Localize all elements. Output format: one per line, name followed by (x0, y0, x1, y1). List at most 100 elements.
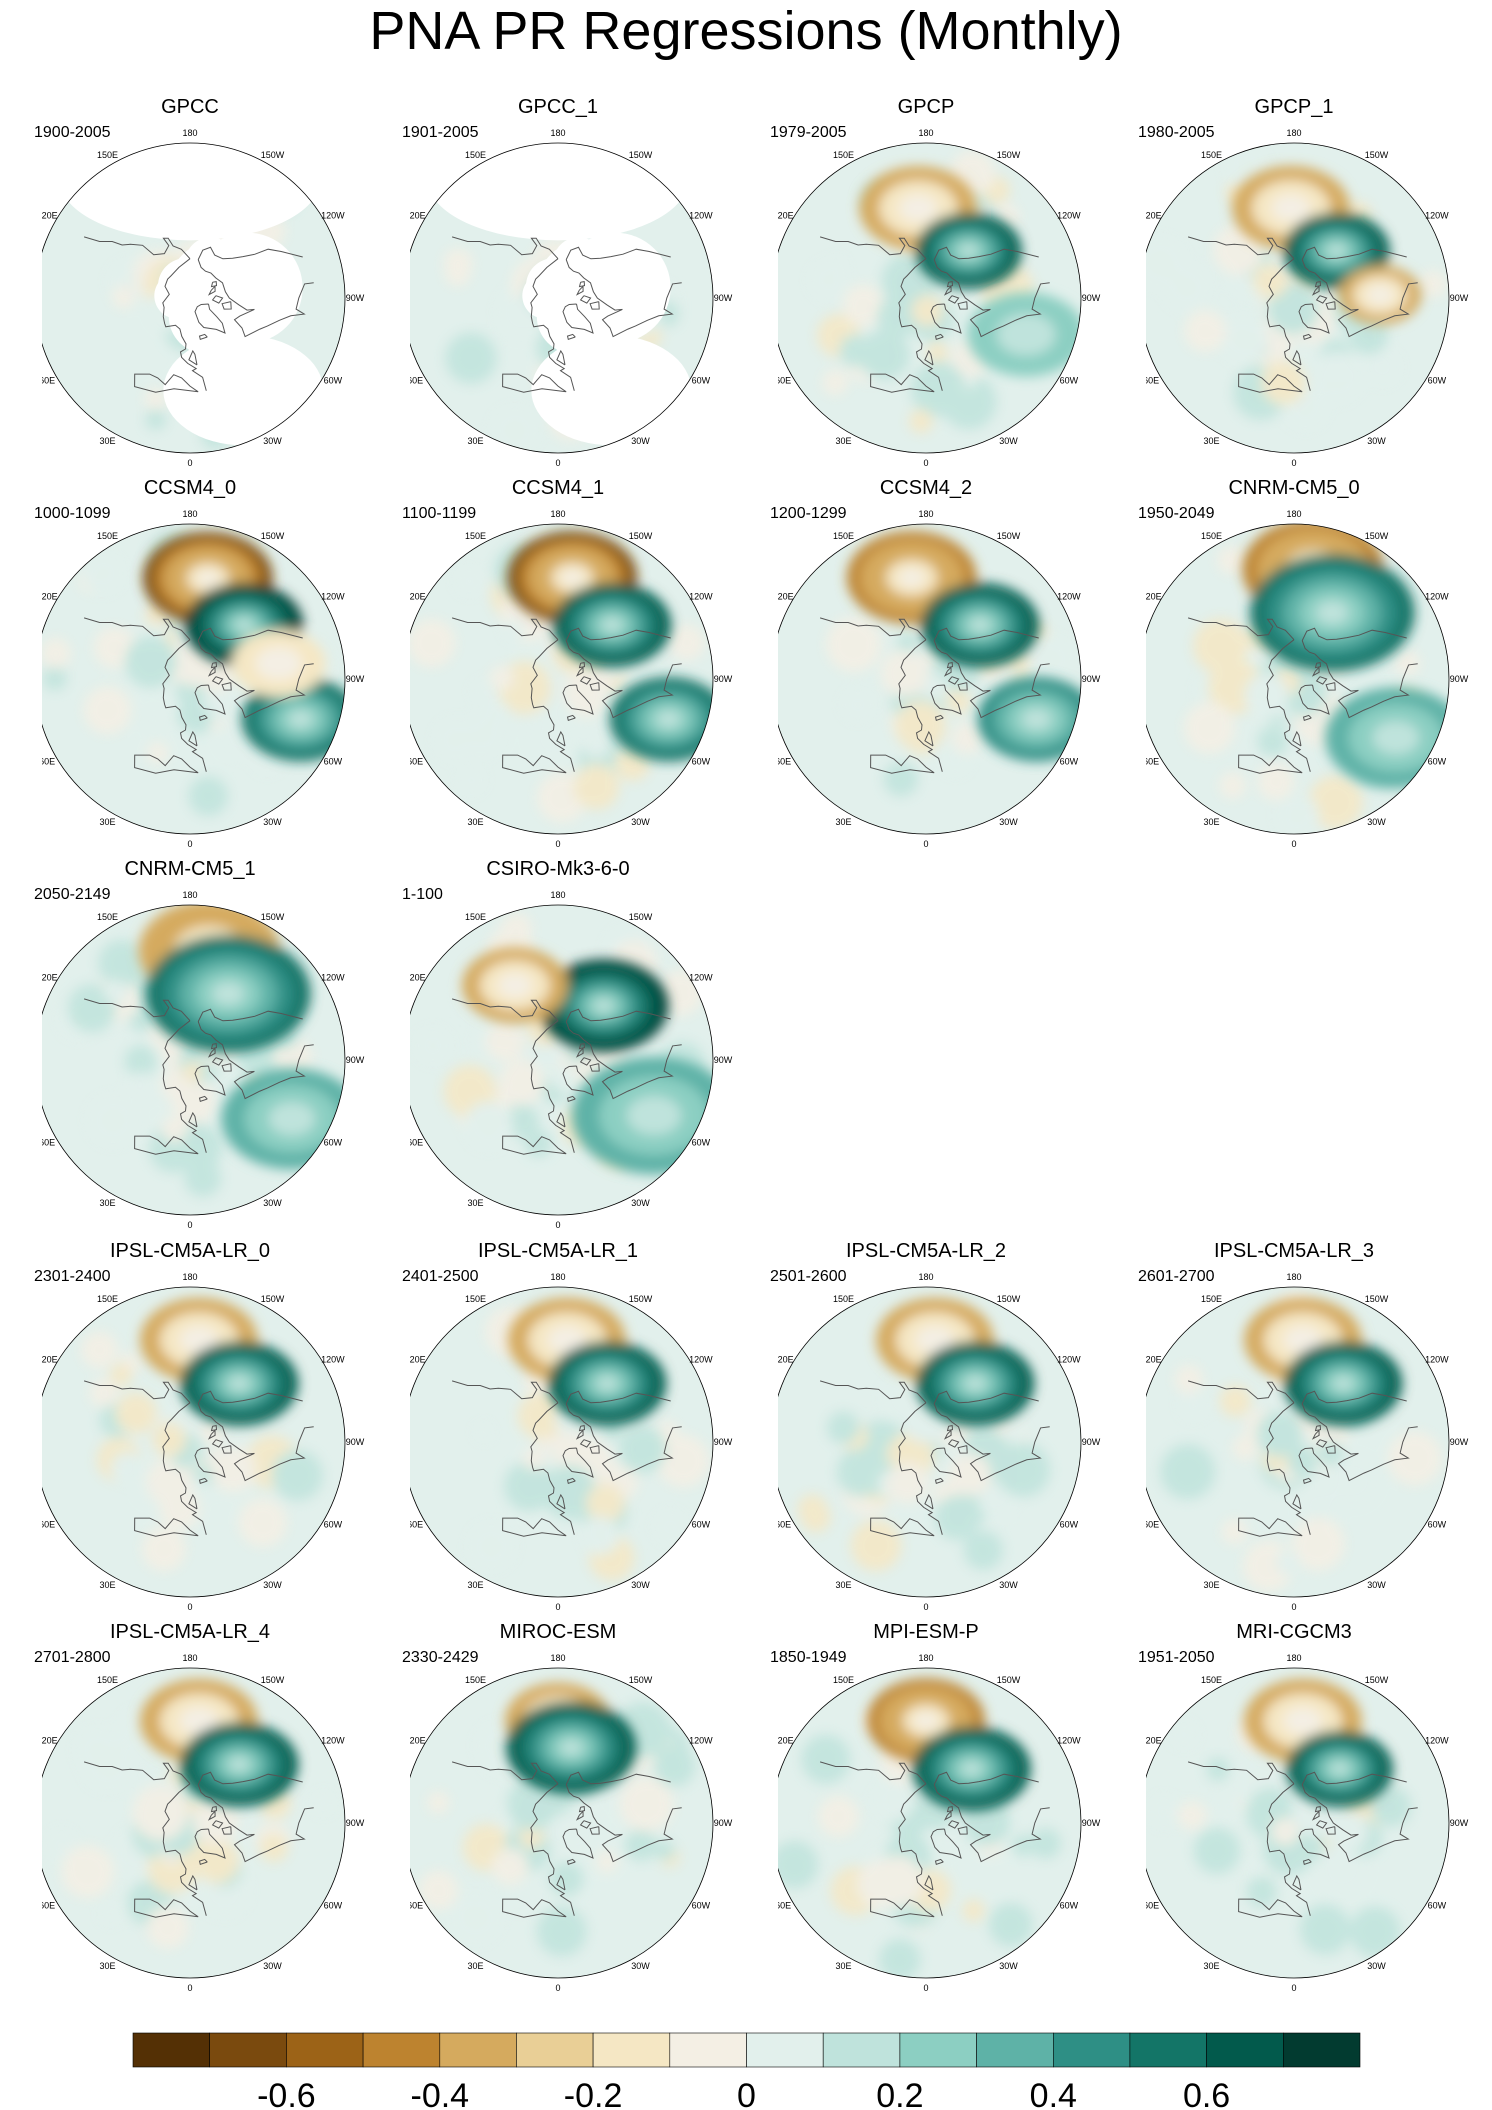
coastline (930, 303, 962, 334)
longitude-label: 120E (410, 1355, 426, 1365)
missing-data-mask (428, 143, 692, 446)
missing-region (553, 237, 604, 288)
coastline (83, 998, 191, 1022)
longitude-label: 0 (1291, 839, 1296, 849)
field-blob (1012, 1834, 1035, 1857)
anomaly-contour (197, 570, 219, 586)
coastline (1315, 295, 1328, 304)
field-blob (909, 409, 933, 434)
longitude-label: 150E (97, 912, 118, 922)
longitude-label: 150E (465, 150, 486, 160)
field-blob (146, 1906, 190, 1949)
map-panel: 180150E120E90E60E30E030W60W90W120W150WGP… (1138, 96, 1486, 486)
field-blob (1160, 1444, 1216, 1500)
coastline (530, 1402, 575, 1535)
field-blob (825, 616, 882, 673)
coastline (946, 1806, 954, 1813)
field-blob (619, 1425, 667, 1473)
field-blob (1370, 1786, 1412, 1827)
field-blob (463, 1101, 514, 1151)
coastline (1325, 1826, 1336, 1835)
coastline (1315, 1439, 1328, 1448)
coastline (1238, 754, 1303, 774)
anomaly-contour (255, 646, 303, 681)
field-blob (310, 1790, 336, 1816)
longitude-label: 150W (261, 531, 285, 541)
longitude-label: 180 (1286, 509, 1301, 519)
coastline (565, 1021, 682, 1100)
field-blob (1219, 1385, 1252, 1417)
field-blob (413, 1026, 452, 1065)
coastline (933, 1390, 1039, 1404)
colorbar-swatch (439, 2032, 517, 2068)
colorbar-swatch (1206, 2032, 1284, 2068)
longitude-label: 150E (833, 531, 854, 541)
anomaly-contour (497, 972, 533, 998)
longitude-label: 30E (1203, 817, 1219, 827)
coastline (933, 640, 1050, 719)
longitude-label: 150W (997, 150, 1021, 160)
map-boundary (410, 1667, 714, 1979)
field-blob (962, 1899, 985, 1922)
panel-title: GPCC (161, 96, 219, 118)
longitude-label: 0 (555, 1983, 560, 1993)
field-blob (82, 552, 125, 595)
coastline (211, 1820, 224, 1829)
longitude-label: 30E (835, 1961, 851, 1971)
coastline (1298, 1828, 1330, 1859)
longitude-label: 60E (778, 757, 791, 767)
panel-title: GPCP (897, 96, 955, 118)
longitude-label: 120W (1425, 592, 1449, 602)
anomaly-contour (229, 1376, 249, 1391)
longitude-label: 60W (324, 1520, 343, 1530)
coastline (1298, 684, 1330, 715)
colorbar-tick-label: -0.6 (257, 2077, 316, 2110)
longitude-label: 0 (555, 1602, 560, 1612)
anomaly-contour (970, 617, 990, 632)
longitude-label: 150E (1201, 150, 1222, 160)
field-blob (895, 700, 946, 752)
panel-title: IPSL-CM5A-LR_1 (477, 1240, 639, 1262)
coastline (1301, 627, 1407, 641)
field-blob (948, 1453, 992, 1496)
field-blob (808, 259, 849, 301)
coastline (566, 1858, 576, 1866)
coastlines (451, 998, 682, 1155)
longitude-label: 60W (1428, 376, 1447, 386)
longitude-label: 120E (1146, 1355, 1162, 1365)
polar-map: 180150E120E90E60E30E030W60W90W120W150W (410, 128, 733, 468)
coastline (221, 1063, 232, 1072)
coastline (1302, 1477, 1312, 1485)
longitude-label: 150W (997, 531, 1021, 541)
longitude-label: 90W (1450, 293, 1469, 303)
coastline (575, 1810, 584, 1821)
longitude-label: 30W (631, 1580, 650, 1590)
panel-title: CCSM4_2 (879, 477, 973, 499)
coastline (451, 236, 559, 260)
coastline (188, 730, 198, 747)
coastline (188, 1493, 198, 1510)
longitude-label: 60E (1146, 757, 1159, 767)
coastline (562, 1828, 594, 1859)
longitude-label: 90W (346, 1437, 365, 1447)
field-blob (549, 1433, 580, 1464)
longitude-label: 60E (778, 1520, 791, 1530)
coastline (198, 1095, 208, 1103)
panel-period: 1-100 (402, 886, 443, 903)
longitude-label: 90W (346, 293, 365, 303)
colorbar-swatch (592, 2032, 671, 2068)
coastline (1292, 1874, 1302, 1891)
coastline (943, 285, 952, 296)
anomaly-contour (626, 1095, 682, 1136)
coastline (451, 998, 559, 1022)
coastline (562, 1447, 594, 1478)
longitude-label: 60W (1060, 1520, 1079, 1530)
longitude-label: 90W (714, 1437, 733, 1447)
coastline (530, 1783, 575, 1916)
field-blob (502, 619, 525, 642)
field-blob (182, 704, 212, 734)
coastlines (83, 1380, 314, 1537)
longitude-label: 150W (1365, 1675, 1389, 1685)
longitude-label: 30W (631, 1961, 650, 1971)
panel-period: 2501-2600 (770, 1268, 847, 1285)
